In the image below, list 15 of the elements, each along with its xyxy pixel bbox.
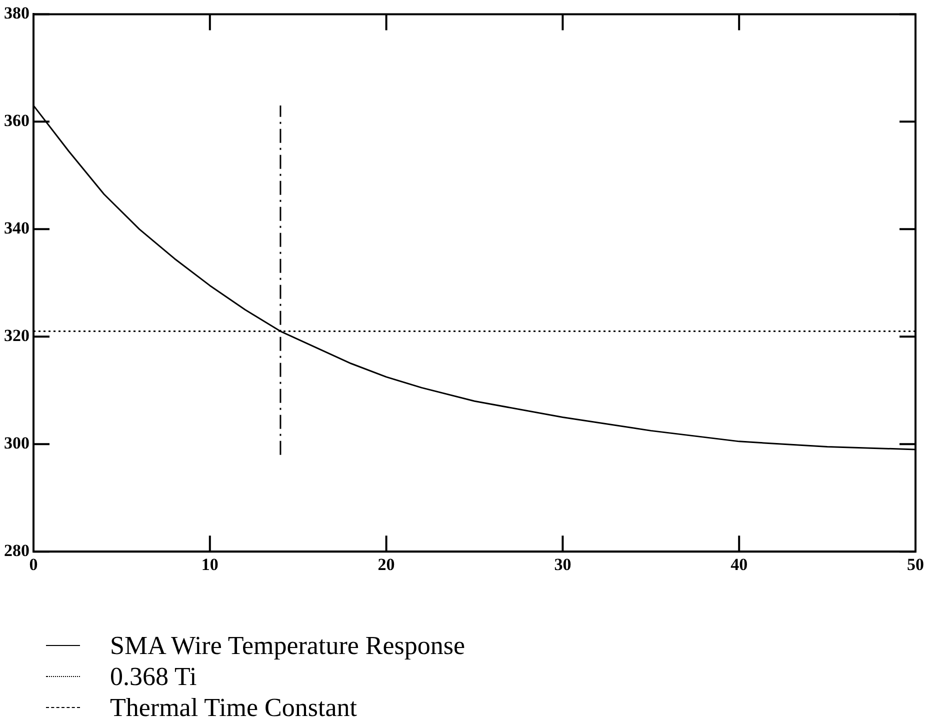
x-tick-label: 10 — [201, 555, 218, 574]
y-tick-label: 300 — [4, 434, 30, 453]
x-tick-label: 30 — [554, 555, 572, 574]
y-tick-label: 380 — [4, 4, 30, 23]
x-tick-label: 20 — [378, 555, 395, 574]
legend-label: Thermal Time Constant — [110, 692, 357, 723]
x-tick-label: 0 — [29, 555, 38, 574]
x-tick-label: 40 — [730, 555, 748, 574]
x-tick-label: 50 — [907, 555, 924, 574]
y-tick-label: 340 — [4, 218, 30, 238]
legend-label: 0.368 Ti — [110, 661, 197, 692]
legend-label: SMA Wire Temperature Response — [110, 630, 466, 661]
y-tick-label: 320 — [4, 326, 30, 346]
y-tick-label: 280 — [4, 540, 30, 560]
y-tick-label: 360 — [4, 111, 30, 130]
